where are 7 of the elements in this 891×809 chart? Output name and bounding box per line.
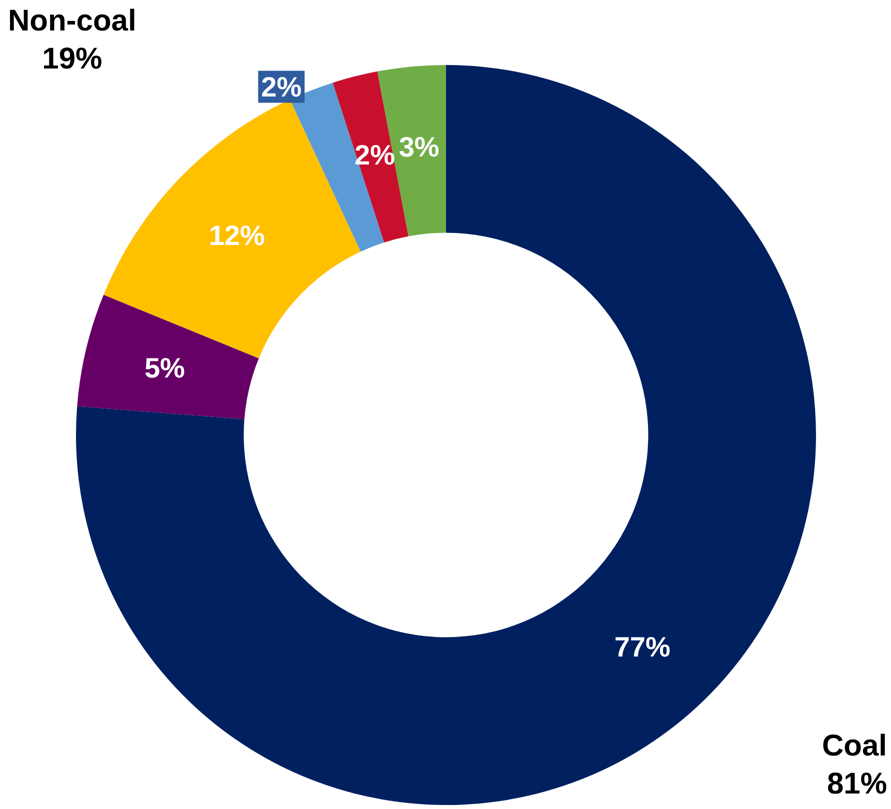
data-label: 77%: [614, 632, 670, 663]
text: Coal 81%: [822, 730, 887, 800]
data-label: 2%: [261, 71, 302, 102]
data-label: 3%: [398, 132, 440, 163]
text: Non-coal 19%: [8, 4, 136, 76]
data-label: 5%: [144, 352, 186, 384]
data-label: 12%: [208, 220, 265, 251]
